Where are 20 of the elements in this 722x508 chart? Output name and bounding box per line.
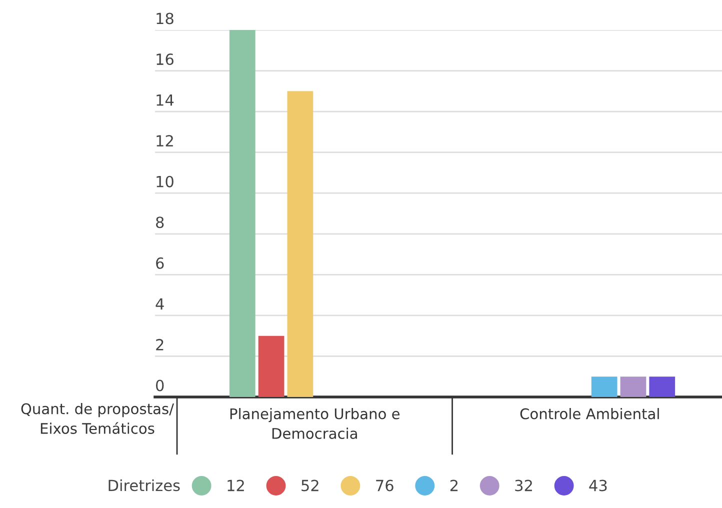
- x-tick-label: Controle Ambiental: [520, 408, 659, 420]
- legend-label: 32: [515, 480, 532, 492]
- x-tick-label: Planejamento Urbano e Democracia: [230, 408, 400, 439]
- legend-label: 76: [376, 480, 394, 492]
- legend-label: 43: [589, 480, 607, 492]
- y-tick-label: 0: [156, 380, 164, 392]
- y-tick-label: 6: [156, 257, 164, 269]
- y-tick-label: 4: [156, 298, 164, 310]
- y-tick-label: 8: [156, 216, 164, 228]
- y-tick-label: 2: [156, 338, 164, 350]
- y-tick-label: 16: [156, 53, 174, 66]
- legend-label: 52: [302, 480, 318, 492]
- x-axis-title: Quant. de propostas/ Eixos Temáticos: [21, 403, 174, 434]
- y-tick-label: 18: [156, 12, 174, 24]
- y-tick-label: 12: [156, 135, 173, 146]
- y-tick-label: 10: [156, 176, 174, 188]
- legend-label: 12: [228, 480, 244, 492]
- y-tick-label: 14: [156, 94, 174, 106]
- legend-label: 2: [450, 480, 458, 492]
- legend-title: Diretrizes: [108, 479, 180, 492]
